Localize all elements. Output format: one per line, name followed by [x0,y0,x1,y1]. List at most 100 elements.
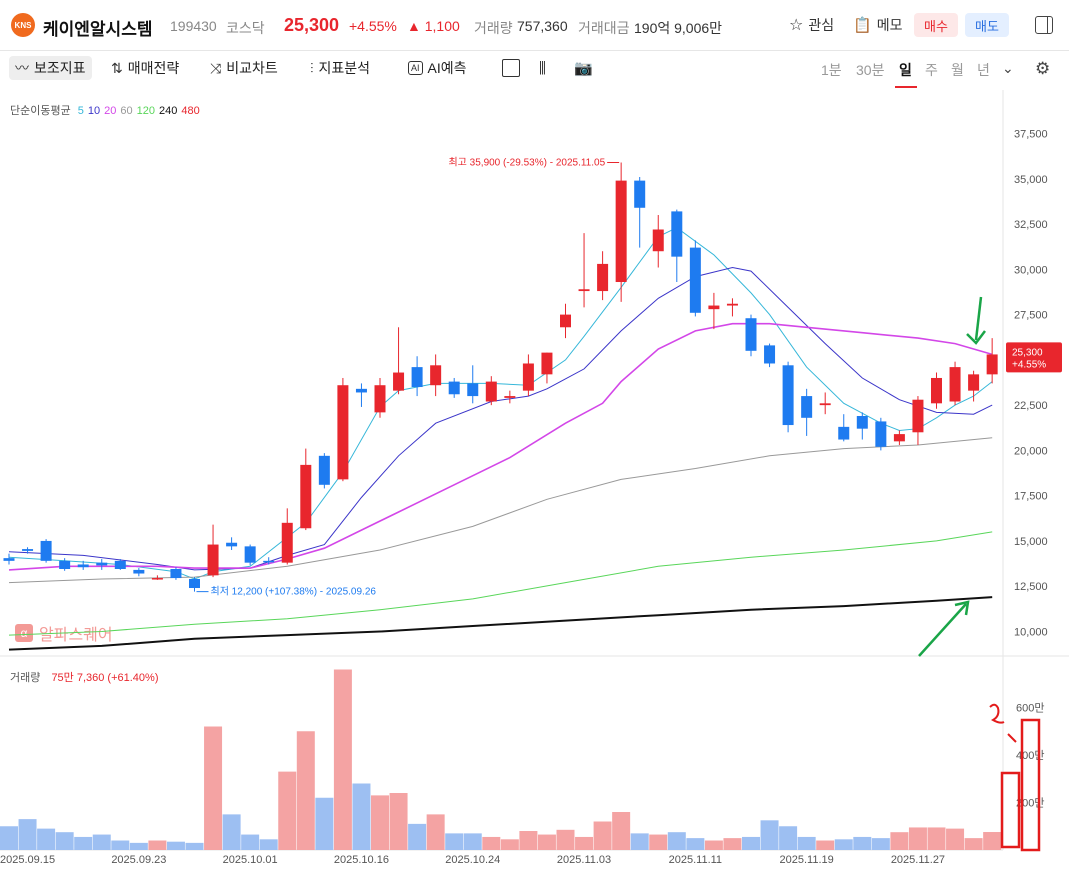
candle-body [281,522,293,563]
volume-bar [908,827,927,850]
period-day[interactable]: 일 [899,62,912,78]
period-30min[interactable]: 30분 [856,62,885,78]
ma-line-10 [8,266,993,571]
volume-bar [946,828,965,850]
volume-bar [371,795,389,850]
volume-bar [686,838,705,850]
volume-bar [630,833,649,850]
y-tick-label: 27,500 [1014,310,1048,322]
watermark: α 알파스퀘어 [15,621,113,645]
ma-legend-item: 480 [181,105,200,117]
volume-bar [723,838,742,850]
volume-label: 거래량 [474,20,513,36]
period-selected-indicator [895,86,917,88]
y-tick-label: 15,000 [1014,536,1048,548]
candle-body [374,385,386,413]
period-week[interactable]: 주 [925,62,938,78]
screenshot-tool[interactable]: 📷 [574,56,593,80]
volume-bar [556,829,575,850]
ai-icon: AI [408,61,423,75]
candle-body [207,544,219,576]
tool-ai[interactable]: AI AI예측 [408,56,467,80]
candle-body [893,434,905,442]
tool-indicator[interactable]: 〰 보조지표 [9,56,92,80]
volume-bar [519,831,538,850]
volume-bar [18,819,37,850]
chevron-down-icon[interactable]: ⌄ [1002,60,1014,76]
volume-bar [315,797,334,850]
last-price-tag [1006,342,1062,373]
green-arrow-shaft-lower [918,603,967,657]
candle-body [764,345,776,364]
candle-body [819,403,831,406]
y-tick-label: 10,000 [1014,626,1048,638]
period-month[interactable]: 월 [951,62,964,78]
y-tick-label: 22,500 [1014,400,1048,412]
memo-icon: 📋 [853,17,872,34]
candle-body [931,377,942,404]
candle-body [671,211,683,257]
chart-type-tool[interactable]: ⫼ [539,56,546,80]
low-annotation: 최저 12,200 (+107.38%) - 2025.09.26 [211,586,377,598]
candle-body [3,558,15,561]
volume-bar [278,771,297,850]
volume-bar [871,838,890,850]
candle-body [300,464,312,529]
tool-analysis-label: 지표분석 [318,60,371,76]
candle-body [652,229,664,252]
stock-code: 199430 [170,18,217,34]
camera-icon: 📷 [574,60,593,77]
volume-bar [408,823,427,850]
memo-label: 메모 [876,17,903,33]
x-tick-label: 2025.10.16 [334,854,389,866]
buy-button[interactable]: 매수 [914,13,958,37]
volume-bar [352,783,371,850]
sell-button[interactable]: 매도 [965,13,1009,37]
volume-bar [111,840,130,850]
gear-icon[interactable]: ⚙ [1035,59,1051,78]
compare-icon: ⤨ [210,59,222,76]
star-icon: ☆ [789,17,804,34]
watch-button[interactable]: ☆ 관심 [789,15,834,35]
side-panel-icon[interactable] [1035,16,1053,34]
tool-indicator-label: 보조지표 [34,60,86,76]
candle-body [726,303,738,306]
candle-body [541,352,553,375]
ma-legend-item: 5 [77,105,84,117]
candle-body [226,542,238,547]
candle-body [708,305,720,310]
red-scribble [989,703,1017,743]
last-price-percent: +4.55% [1012,359,1046,370]
candle-body [745,318,757,351]
candle-body [949,367,961,402]
candle-body [522,363,534,391]
amount-value: 190억 9,006만 [634,20,723,36]
candle-body [133,569,145,574]
ma-line-240 [8,596,993,651]
volume-bar [983,832,1002,850]
volume-bar [834,839,853,850]
candle-body [448,381,460,395]
volume-bar [55,832,74,850]
watch-label: 관심 [808,17,835,33]
square-icon [502,59,520,77]
candle-body [875,421,887,447]
ma-legend-item: 60 [120,105,133,117]
period-year[interactable]: 년 [977,62,990,78]
tool-ai-label: AI예측 [427,60,467,76]
candle-body [355,388,367,393]
volume-bar [259,839,278,850]
tool-strategy[interactable]: ⇅ 매매전략 [111,56,179,80]
draw-rect-tool[interactable] [502,56,520,80]
period-1min[interactable]: 1분 [821,62,842,78]
tool-compare[interactable]: ⤨ 비교차트 [210,56,278,80]
green-arrow-shaft-upper [974,296,983,341]
y-tick-label: 35,000 [1014,174,1048,186]
volume-bar [816,840,835,850]
amount-label: 거래대금 [578,20,630,36]
tool-analysis[interactable]: ⫶ 지표분석 [310,56,370,80]
volume-bar [500,839,519,850]
memo-button[interactable]: 📋 메모 [853,15,902,35]
volume-bar [129,842,148,850]
